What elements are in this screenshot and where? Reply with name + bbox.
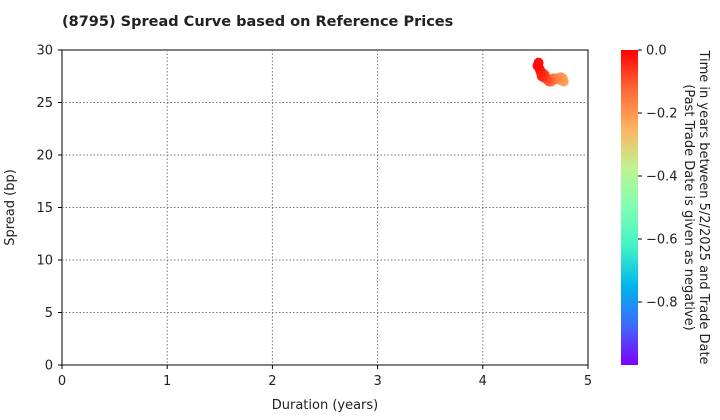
x-tick-label: 0 xyxy=(58,374,66,389)
x-tick-label: 2 xyxy=(268,374,276,389)
y-tick-label: 30 xyxy=(36,44,53,59)
colorbar-tick-label: 0.0 xyxy=(646,44,667,59)
x-tick-label: 3 xyxy=(373,374,381,389)
y-tick-label: 10 xyxy=(36,254,53,269)
data-points xyxy=(532,57,569,87)
y-axis-ticks: 0 5 10 15 20 25 30 xyxy=(36,44,62,374)
colorbar-tick-label: −0.2 xyxy=(646,107,678,122)
y-axis-label: Spread (bp) xyxy=(3,169,18,246)
grid xyxy=(62,50,588,365)
y-tick-label: 0 xyxy=(45,359,53,374)
colorbar xyxy=(621,50,638,365)
x-tick-label: 4 xyxy=(479,374,487,389)
colorbar-ticks: 0.0 −0.2 −0.4 −0.6 −0.8 xyxy=(638,44,678,311)
colorbar-tick-label: −0.8 xyxy=(646,296,678,311)
y-tick-label: 5 xyxy=(45,306,53,321)
colorbar-tick-label: −0.6 xyxy=(646,233,678,248)
x-tick-label: 1 xyxy=(163,374,171,389)
x-axis-label: Duration (years) xyxy=(272,398,379,413)
colorbar-tick-label: −0.4 xyxy=(646,170,678,185)
y-tick-label: 15 xyxy=(36,201,53,216)
y-tick-label: 20 xyxy=(36,149,53,164)
x-tick-label: 5 xyxy=(584,374,592,389)
colorbar-label-line2: (Past Trade Date is given as negative) xyxy=(681,84,696,330)
data-point xyxy=(532,60,543,71)
colorbar-label-line1: Time in years between 5/2/2025 and Trade… xyxy=(696,49,711,364)
y-tick-label: 25 xyxy=(36,96,53,111)
x-axis-ticks: 0 1 2 3 4 5 xyxy=(58,365,592,389)
chart-title: (8795) Spread Curve based on Reference P… xyxy=(62,14,453,30)
